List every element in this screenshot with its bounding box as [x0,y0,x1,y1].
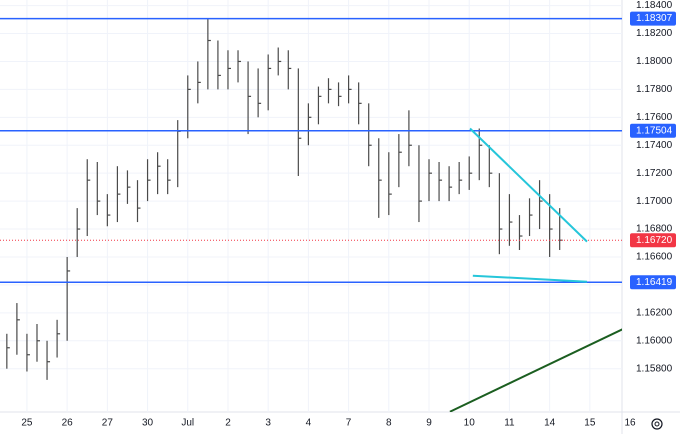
price-tag-label: 1.16720 [636,235,673,246]
axes: 1.158001.160001.162001.164001.166001.168… [21,0,676,429]
trend-line [469,127,588,243]
y-tick-label: 1.17600 [636,112,673,123]
y-tick-label: 1.16600 [636,252,673,263]
settings-icon[interactable] [651,418,663,430]
price-tag-label: 1.17504 [636,125,673,136]
x-tick-label: 11 [504,418,515,429]
y-tick-label: 1.16200 [636,307,673,318]
grid [0,0,622,412]
price-tag-label: 1.18307 [636,13,673,24]
y-tick-label: 1.17200 [636,168,673,179]
price-tag [630,11,676,26]
x-tick-label: 2 [225,418,231,429]
x-tick-label: 27 [102,418,114,429]
y-tick-label: 1.17400 [636,140,673,151]
drawings [0,17,622,412]
y-tick-label: 1.18200 [636,28,673,39]
x-tick-label: 8 [386,418,392,429]
y-tick-label: 1.18400 [636,0,673,11]
x-tick-label: 15 [584,418,596,429]
y-tick-label: 1.17800 [636,84,673,95]
y-tick-label: 1.16000 [636,335,673,346]
y-tick-label: 1.15800 [636,363,673,374]
x-tick-label: 3 [265,418,271,429]
trend-line [449,328,622,412]
x-tick-label: 25 [21,418,33,429]
price-tag [630,275,676,290]
x-tick-label: 30 [142,418,154,429]
y-tick-label: 1.17000 [636,196,673,207]
x-tick-label: 26 [62,418,74,429]
x-tick-label: 10 [464,418,476,429]
x-tick-label: 14 [544,418,556,429]
x-tick-label: 7 [346,418,352,429]
trend-line [472,274,588,283]
price-tag-label: 1.16419 [636,277,673,288]
x-tick-label: 16 [624,418,636,429]
price-tag [630,233,676,248]
y-tick-label: 1.18000 [636,56,673,67]
x-tick-label: 9 [426,418,432,429]
x-tick-label: Jul [181,418,194,429]
x-tick-label: 4 [306,418,312,429]
price-tag [630,123,676,138]
y-tick-label: 1.16800 [636,224,673,235]
